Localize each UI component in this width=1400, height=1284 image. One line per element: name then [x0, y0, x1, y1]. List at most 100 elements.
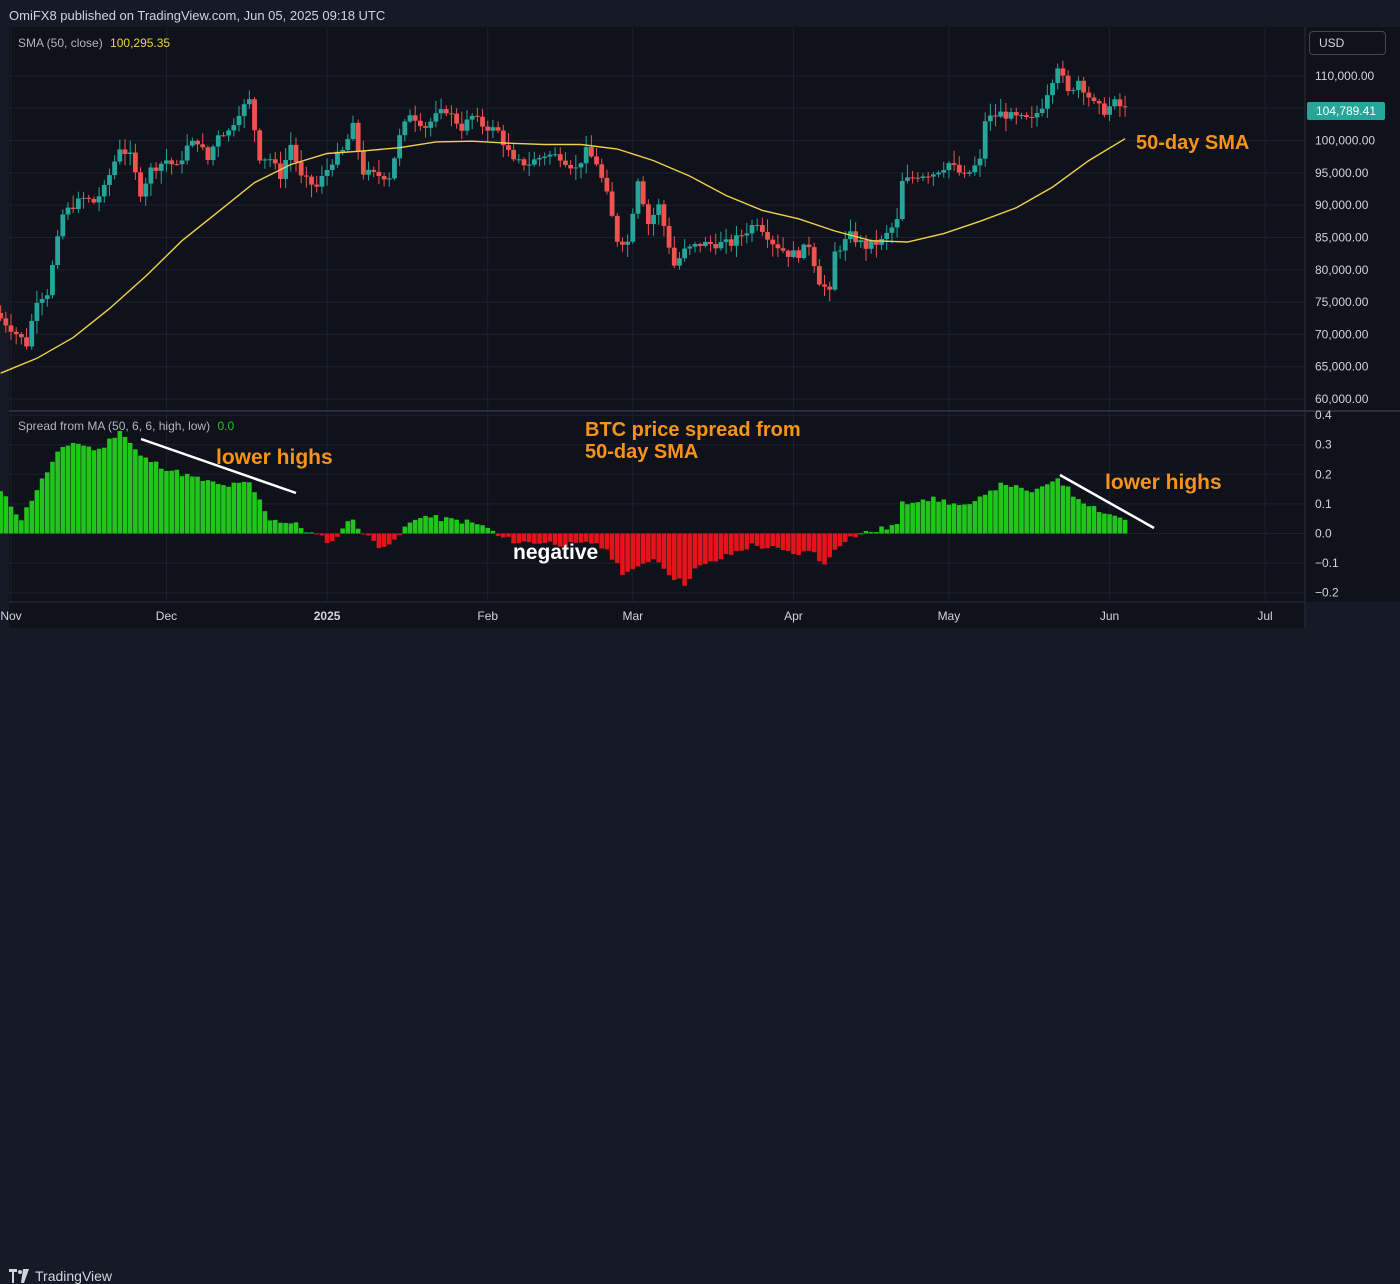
spread-bar — [174, 469, 180, 534]
spread-bar — [210, 481, 216, 534]
candle-body — [288, 144, 294, 160]
sma-legend[interactable]: SMA (50, close) 100,295.35 — [18, 36, 170, 50]
spread-bar — [122, 436, 128, 534]
lower-highs-trendline-left — [140, 437, 297, 495]
price-scale[interactable] — [1305, 27, 1400, 602]
spread-bar — [298, 528, 304, 534]
candle-body — [1096, 101, 1102, 104]
candle-body — [744, 233, 750, 236]
spread-bar — [262, 511, 268, 534]
spread-bar — [547, 533, 553, 542]
candle-body — [402, 121, 408, 136]
tradingview-brand[interactable]: TradingView — [9, 1268, 112, 1284]
spread-bar — [8, 506, 14, 534]
spread-bar — [443, 517, 449, 534]
spread-bar — [936, 501, 941, 534]
spread-tick-label: −0.1 — [1315, 556, 1339, 570]
spread-bar — [205, 480, 211, 534]
candle-body — [428, 121, 434, 128]
candle-body — [816, 266, 822, 285]
candle-body — [174, 164, 180, 166]
spread-bar — [44, 472, 50, 534]
spread-bar — [1107, 514, 1112, 534]
spread-bar — [521, 533, 527, 542]
spread-bar — [278, 522, 283, 534]
candle-body — [542, 156, 548, 158]
spread-bar — [226, 486, 231, 534]
spread-bar — [646, 533, 651, 563]
time-tick-label: Mar — [622, 609, 643, 623]
spread-bar — [86, 446, 92, 534]
spread-bar — [324, 533, 330, 543]
spread-bar — [765, 533, 770, 549]
candle-body — [962, 172, 967, 174]
spread-bar — [34, 490, 40, 534]
candle-body — [785, 250, 791, 257]
spread-bar — [708, 533, 713, 562]
spread-bar — [682, 533, 687, 586]
spread-bar — [1096, 512, 1102, 534]
spread-bar — [381, 533, 387, 547]
top-bar: OmiFX8 published on TradingView.com, Jun… — [0, 0, 1400, 30]
price-tick-label: 70,000.00 — [1315, 327, 1369, 341]
candle-body — [765, 231, 770, 240]
time-scale[interactable] — [9, 602, 1305, 628]
candle-body — [604, 177, 610, 192]
negative-annotation: negative — [513, 541, 599, 564]
candle-body — [189, 140, 195, 146]
candle-body — [697, 244, 703, 246]
spread-bar — [252, 492, 257, 534]
price-tick-label: 85,000.00 — [1315, 231, 1369, 245]
candle-body — [319, 176, 325, 187]
candle-body — [511, 149, 517, 160]
spread-bar — [537, 533, 542, 544]
candle-body — [614, 215, 620, 242]
candle-body — [1070, 90, 1076, 92]
candle-body — [1076, 80, 1081, 91]
candle-body — [1107, 106, 1112, 115]
candle-body — [433, 113, 439, 122]
candle-body — [1029, 117, 1035, 119]
spread-bar — [101, 447, 107, 534]
spread-bar — [247, 482, 252, 534]
spread-bar — [407, 522, 413, 534]
spread-bar — [55, 451, 60, 534]
candle-body — [246, 99, 252, 105]
candle-body — [946, 163, 952, 171]
spread-bar — [3, 496, 9, 534]
candle-body — [537, 157, 542, 160]
candle-body — [29, 320, 35, 347]
spread-bar — [158, 468, 164, 534]
spread-bar — [0, 491, 3, 534]
candle-body — [578, 163, 584, 168]
candle-body — [837, 250, 843, 252]
candle-body — [376, 171, 382, 177]
spread-bar — [112, 437, 117, 534]
spread-bar — [894, 524, 900, 534]
candle-body — [734, 235, 739, 246]
spread-bar — [1034, 488, 1040, 534]
currency-button[interactable]: USD — [1309, 31, 1386, 55]
candle-body — [635, 181, 641, 214]
candle-body — [1019, 115, 1024, 117]
price-tick-label: 90,000.00 — [1315, 198, 1369, 212]
candle-body — [899, 180, 905, 220]
candle-body — [454, 113, 460, 124]
spread-bar — [231, 482, 237, 534]
candle-body — [34, 302, 40, 321]
candle-body — [13, 331, 19, 335]
candle-body — [827, 286, 833, 290]
candle-body — [682, 248, 688, 259]
time-tick-label: Apr — [784, 609, 803, 623]
spread-legend[interactable]: Spread from MA (50, 6, 6, high, low) 0.0 — [18, 419, 234, 433]
spread-bar — [371, 533, 377, 541]
spread-bar — [464, 519, 470, 534]
candle-body — [791, 250, 796, 257]
candle-body — [303, 175, 309, 177]
candle-body — [449, 113, 454, 115]
candle-body — [873, 240, 879, 245]
spread-bar — [723, 533, 729, 555]
spread-bar — [666, 533, 672, 576]
candle-body — [86, 197, 92, 199]
spread-bar — [236, 482, 242, 534]
